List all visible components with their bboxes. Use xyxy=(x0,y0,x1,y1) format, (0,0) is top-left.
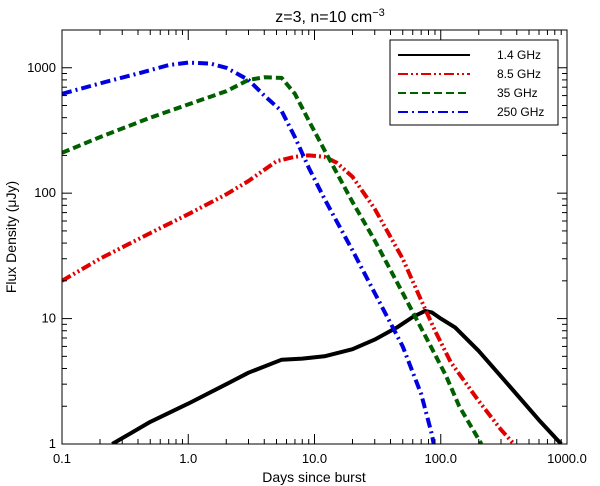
x-tick-label: 100.0 xyxy=(424,451,457,466)
x-tick-label: 10.0 xyxy=(302,451,327,466)
series-line-1-4-ghz xyxy=(111,309,563,444)
chart-title-main: z=3, n=10 cm xyxy=(275,9,372,26)
x-axis-title: Days since burst xyxy=(262,469,366,485)
ticks-layer: 0.1 1.0 10.0 100.0 1000.0 1 10 100 1000 xyxy=(27,30,587,466)
x-tick-label: 1000.0 xyxy=(547,451,587,466)
y-tick-label: 1 xyxy=(49,436,56,451)
y-tick-label: 1000 xyxy=(27,60,56,75)
legend-items: 1.4 GHz 8.5 GHz 35 GHz 250 GHz xyxy=(398,48,544,119)
chart-title-superscript: −3 xyxy=(372,7,385,19)
series-layer xyxy=(62,60,563,444)
x-tick-label: 1.0 xyxy=(179,451,197,466)
legend-label: 35 GHz xyxy=(497,86,538,100)
legend: 1.4 GHz 8.5 GHz 35 GHz 250 GHz xyxy=(389,39,559,126)
plot-area: 0.1 1.0 10.0 100.0 1000.0 1 10 100 1000 xyxy=(27,29,587,466)
series-line-8-5-ghz xyxy=(62,153,516,444)
legend-label: 1.4 GHz xyxy=(497,48,541,62)
y-tick-label: 100 xyxy=(34,185,56,200)
y-tick-label: 10 xyxy=(42,311,56,326)
legend-label: 250 GHz xyxy=(497,105,544,119)
series-line-35-ghz xyxy=(62,75,484,444)
chart-title: z=3, n=10 cm−3 xyxy=(275,7,385,26)
x-tick-label: 0.1 xyxy=(53,451,71,466)
legend-label: 8.5 GHz xyxy=(497,67,541,81)
y-axis-title: Flux Density (μJy) xyxy=(3,181,19,293)
series-line-250-ghz xyxy=(62,60,436,444)
